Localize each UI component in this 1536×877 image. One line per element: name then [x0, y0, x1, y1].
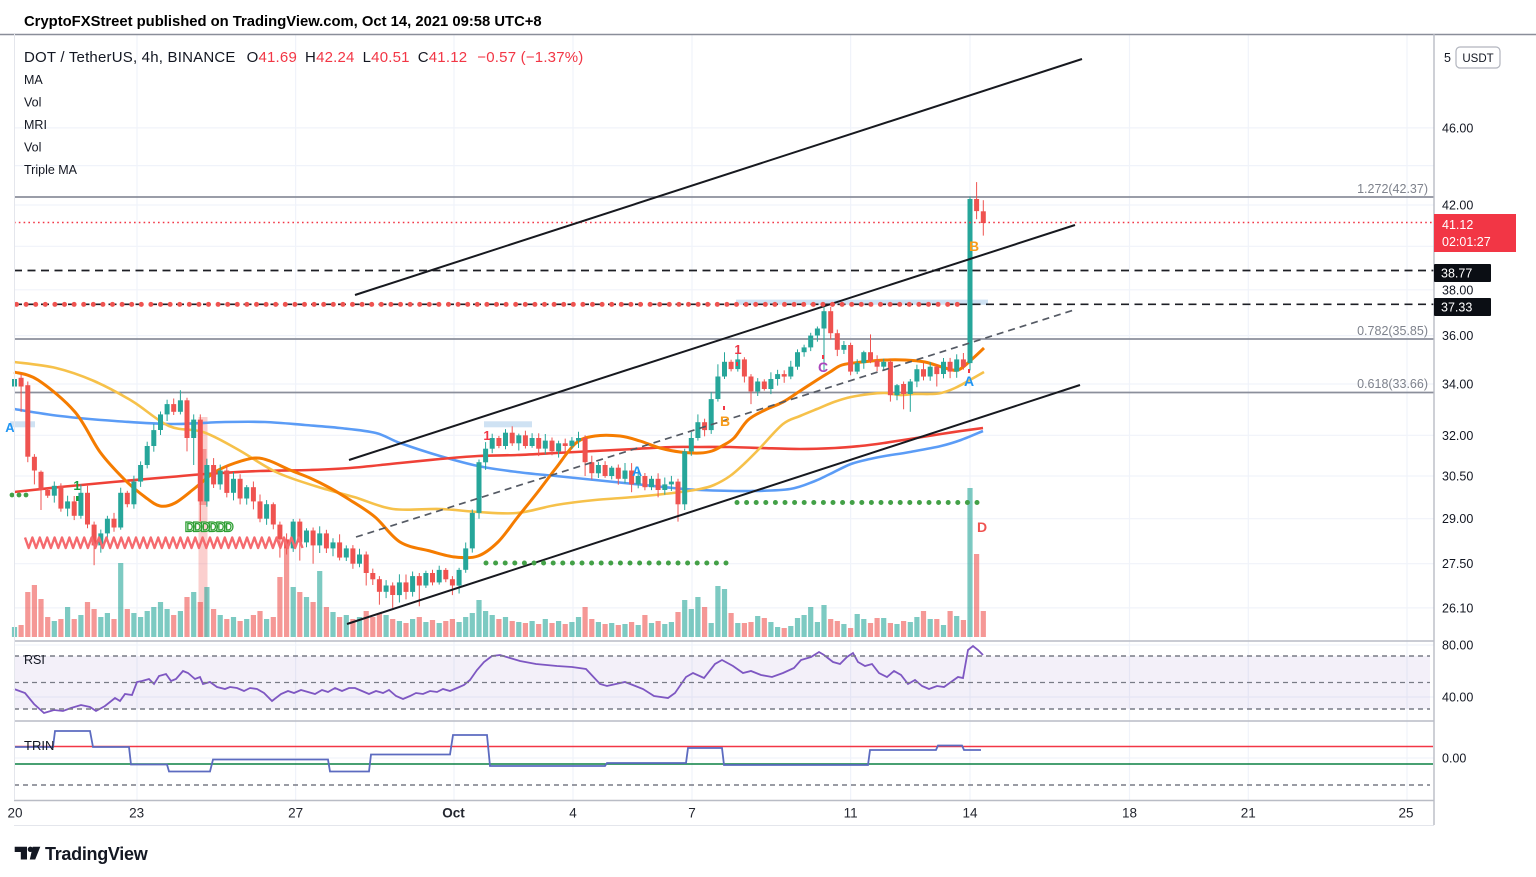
svg-text:A: A [964, 373, 974, 389]
svg-text:0.00: 0.00 [1442, 752, 1466, 766]
svg-text:40.00: 40.00 [1442, 691, 1473, 705]
svg-text:0.618(33.66): 0.618(33.66) [1357, 377, 1428, 391]
svg-text:MA: MA [24, 73, 43, 87]
svg-text:4: 4 [569, 806, 577, 821]
svg-text:MRI: MRI [24, 118, 47, 132]
svg-text:TRIN: TRIN [24, 738, 54, 753]
svg-text:21: 21 [1241, 806, 1256, 821]
svg-text:14: 14 [962, 806, 978, 821]
svg-text:Triple MA: Triple MA [24, 163, 78, 177]
svg-text:37.33: 37.33 [1441, 301, 1472, 315]
svg-text:Oct: Oct [442, 806, 465, 821]
svg-text:30.50: 30.50 [1442, 469, 1473, 483]
svg-text:02:01:27: 02:01:27 [1442, 235, 1491, 249]
svg-text:B: B [720, 413, 730, 429]
svg-text:D: D [977, 519, 987, 535]
svg-text:C: C [818, 359, 828, 375]
svg-text:29.00: 29.00 [1442, 512, 1473, 526]
svg-text:1: 1 [483, 428, 490, 443]
svg-text:RSI: RSI [24, 653, 45, 667]
svg-text:TradingView: TradingView [45, 844, 149, 864]
svg-text:DDDDDD: DDDDDD [185, 520, 234, 535]
svg-text:46.00: 46.00 [1442, 121, 1473, 135]
svg-text:20: 20 [7, 806, 22, 821]
svg-text:38.77: 38.77 [1441, 267, 1472, 281]
svg-text:7: 7 [688, 806, 696, 821]
svg-text:0.782(35.85): 0.782(35.85) [1357, 324, 1428, 338]
svg-text:27.50: 27.50 [1442, 557, 1473, 571]
svg-text:USDT: USDT [1462, 53, 1493, 65]
svg-text:B: B [969, 238, 979, 254]
svg-text:38.00: 38.00 [1442, 284, 1473, 298]
svg-text:80.00: 80.00 [1442, 639, 1473, 653]
svg-text:41.12: 41.12 [1442, 218, 1473, 232]
svg-text:11: 11 [844, 806, 858, 821]
svg-text:18: 18 [1122, 806, 1137, 821]
svg-text:42.00: 42.00 [1442, 199, 1473, 213]
svg-text:CryptoFXStreet published on Tr: CryptoFXStreet published on TradingView.… [24, 14, 542, 30]
svg-text:26.10: 26.10 [1442, 601, 1473, 615]
svg-text:36.00: 36.00 [1442, 329, 1473, 343]
svg-text:23: 23 [129, 806, 144, 821]
svg-text:5: 5 [1444, 51, 1451, 65]
svg-text:1: 1 [734, 342, 741, 357]
svg-text:Vol: Vol [24, 96, 41, 110]
svg-text:1.272(42.37): 1.272(42.37) [1357, 182, 1428, 196]
svg-text:27: 27 [288, 806, 303, 821]
svg-text:Vol: Vol [24, 141, 41, 155]
svg-text:1: 1 [73, 478, 80, 493]
svg-text:A: A [632, 463, 642, 479]
svg-text:34.00: 34.00 [1442, 377, 1473, 391]
svg-text:25: 25 [1398, 806, 1413, 821]
svg-text:32.00: 32.00 [1442, 429, 1473, 443]
svg-text:A: A [5, 420, 15, 435]
